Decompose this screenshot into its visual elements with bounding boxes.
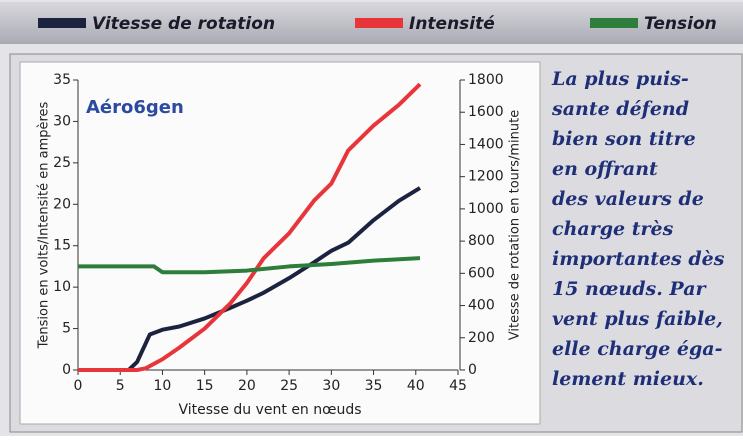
caption-line: sante défend: [551, 98, 689, 120]
y2-tick-label: 200: [468, 330, 495, 346]
x-tick-label: 25: [280, 378, 298, 394]
x-tick-label: 35: [365, 378, 383, 394]
y2-tick-label: 1200: [468, 169, 504, 185]
x-tick-label: 40: [407, 378, 425, 394]
legend-swatch: [38, 18, 86, 28]
y2-tick-label: 1000: [468, 201, 504, 217]
caption-line: importantes dès: [552, 248, 725, 270]
y-tick-label: 20: [53, 196, 71, 212]
legend-label: Intensité: [409, 14, 495, 34]
y2-axis-label: Vitesse de rotation en tours/minute: [508, 110, 523, 341]
caption-line: des valeurs de: [552, 188, 704, 210]
legend-label: Vitesse de rotation: [92, 14, 275, 34]
caption-line: 15 nœuds. Par: [552, 278, 708, 300]
y-tick-label: 10: [53, 279, 71, 295]
legend-swatch: [590, 18, 638, 28]
x-tick-label: 5: [116, 378, 125, 394]
caption-line: lement mieux.: [552, 368, 704, 390]
x-tick-label: 0: [74, 378, 83, 394]
x-tick-label: 20: [238, 378, 256, 394]
series-line: [78, 186, 422, 372]
series-line: [78, 256, 421, 275]
y-tick-label: 30: [53, 113, 71, 129]
annotation: Aéro6gen: [86, 97, 184, 118]
caption-line: elle charge éga-: [552, 338, 723, 360]
x-axis-label: Vitesse du vent en nœuds: [178, 402, 361, 418]
caption-line: vent plus faible,: [552, 308, 723, 330]
y2-tick-label: 600: [468, 265, 495, 281]
caption-line: bien son titre: [552, 128, 696, 150]
caption-line: La plus puis-: [551, 68, 689, 90]
y2-tick-label: 0: [468, 362, 477, 378]
x-tick-label: 30: [322, 378, 340, 394]
y2-tick-label: 1800: [468, 72, 504, 88]
legend-label: Tension: [644, 14, 717, 34]
y-tick-label: 0: [62, 362, 71, 378]
y2-tick-label: 1600: [468, 104, 504, 120]
y-tick-label: 5: [62, 321, 71, 337]
legend-swatch: [355, 18, 403, 28]
y2-tick-label: 1400: [468, 136, 504, 152]
x-tick-label: 45: [449, 378, 467, 394]
x-tick-label: 15: [196, 378, 214, 394]
caption-line: charge très: [552, 218, 674, 240]
y-axis-label: Tension en volts/Intensité en ampères: [37, 101, 52, 349]
y-tick-label: 35: [53, 72, 71, 88]
y2-tick-label: 800: [468, 233, 495, 249]
caption-line: en offrant: [552, 158, 658, 180]
x-tick-label: 10: [154, 378, 172, 394]
y-tick-label: 25: [53, 155, 71, 171]
y-tick-label: 15: [53, 238, 71, 254]
y2-tick-label: 400: [468, 298, 495, 314]
